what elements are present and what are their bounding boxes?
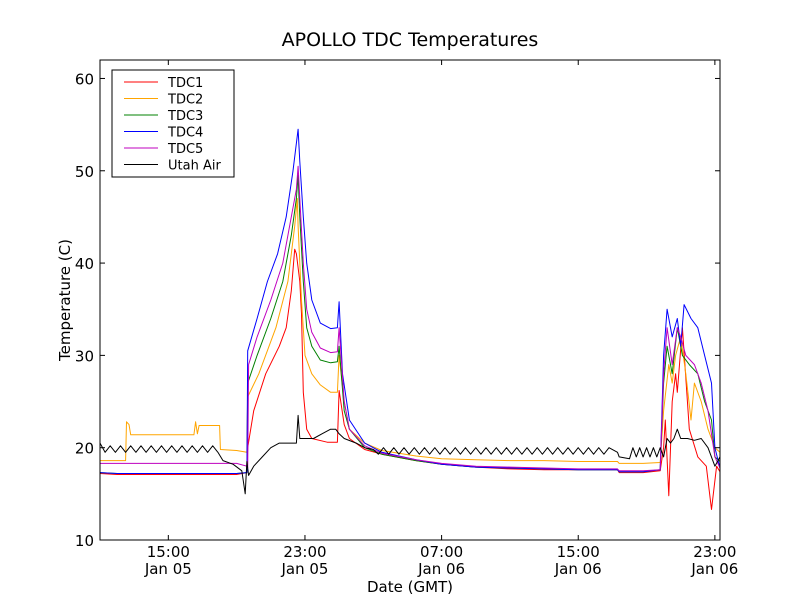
series-line-utah-air bbox=[100, 414, 720, 495]
series-line-tdc4 bbox=[100, 128, 720, 474]
y-tick-label: 10 bbox=[75, 532, 94, 550]
legend-label: TDC2 bbox=[167, 93, 203, 108]
x-tick-label-time: 23:00 bbox=[693, 543, 736, 561]
x-tick-label-date: Jan 06 bbox=[554, 560, 602, 578]
legend-label: TDC3 bbox=[167, 109, 203, 124]
legend-box bbox=[111, 69, 235, 178]
x-tick-label-date: Jan 06 bbox=[690, 560, 738, 578]
series-line-tdc2 bbox=[100, 198, 720, 464]
series-line-tdc1 bbox=[100, 248, 720, 510]
x-tick-label-date: Jan 06 bbox=[417, 560, 465, 578]
x-tick-label-time: 07:00 bbox=[420, 543, 463, 561]
series-line-tdc5 bbox=[100, 165, 720, 472]
y-axis-label: Temperature (C) bbox=[56, 239, 74, 362]
y-tick-label: 50 bbox=[75, 163, 94, 181]
chart-title: APOLLO TDC Temperatures bbox=[282, 29, 539, 51]
legend-label: TDC1 bbox=[167, 76, 203, 91]
legend-label: Utah Air bbox=[168, 159, 221, 174]
x-tick-label-time: 15:00 bbox=[147, 543, 190, 561]
legend-label: TDC5 bbox=[167, 142, 203, 157]
y-tick-label: 20 bbox=[75, 440, 94, 458]
y-tick-label: 60 bbox=[75, 70, 94, 88]
x-axis-label: Date (GMT) bbox=[367, 578, 453, 596]
y-tick-label: 30 bbox=[75, 347, 94, 365]
x-tick-label-time: 15:00 bbox=[557, 543, 600, 561]
x-tick-label-time: 23:00 bbox=[283, 543, 326, 561]
x-tick-label-date: Jan 05 bbox=[144, 560, 192, 578]
plot-frame bbox=[99, 59, 721, 541]
x-tick-label-date: Jan 05 bbox=[280, 560, 328, 578]
y-tick-label: 40 bbox=[75, 255, 94, 273]
legend-label: TDC4 bbox=[167, 126, 203, 141]
